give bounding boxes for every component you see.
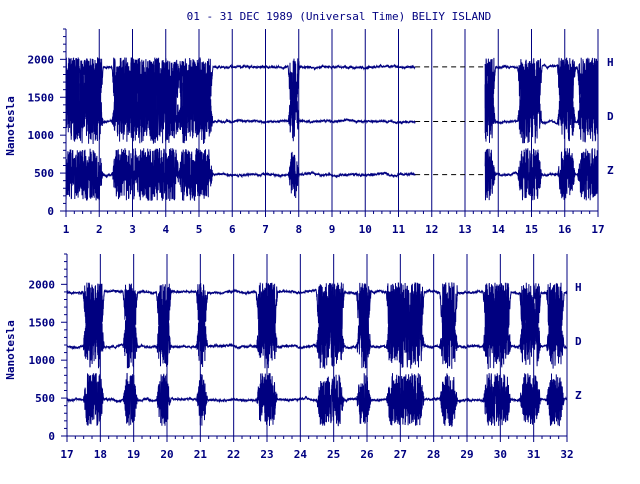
y-tick-label: 500 bbox=[35, 392, 55, 405]
panel-lower: Nanotesla H D Z 0 500 1000 1500 2000 17 18 19 20… bbox=[4, 253, 582, 461]
x-tick-label: 17 bbox=[591, 223, 604, 236]
x-tick-label: 4 bbox=[162, 223, 169, 236]
series-line-d bbox=[65, 75, 599, 145]
series-line-z bbox=[66, 372, 568, 428]
series-label-z: Z bbox=[575, 389, 582, 402]
x-tick-label: 13 bbox=[458, 223, 471, 236]
x-tick-label: 5 bbox=[196, 223, 203, 236]
x-tick-label: 24 bbox=[294, 448, 308, 461]
x-tick-label: 28 bbox=[427, 448, 440, 461]
x-tick-label: 20 bbox=[160, 448, 173, 461]
x-tick-label: 3 bbox=[129, 223, 136, 236]
y-tick-label: 1000 bbox=[29, 354, 56, 367]
x-tick-label: 17 bbox=[60, 448, 73, 461]
x-tick-label: 2 bbox=[96, 223, 103, 236]
y-tick-label: 0 bbox=[47, 205, 54, 218]
y-tick-label: 2000 bbox=[28, 53, 55, 66]
x-tick-label: 18 bbox=[94, 448, 107, 461]
y-tick-label: 0 bbox=[48, 430, 55, 443]
x-tick-label: 6 bbox=[229, 223, 236, 236]
x-tick-label: 14 bbox=[492, 223, 506, 236]
y-axis-label: Nanotesla bbox=[4, 320, 17, 380]
series-label-h: H bbox=[607, 56, 614, 69]
series-line-z bbox=[65, 147, 599, 202]
x-tick-label: 16 bbox=[558, 223, 572, 236]
y-axis-label: Nanotesla bbox=[4, 96, 17, 156]
series-line-h bbox=[66, 282, 568, 361]
x-tick-label: 7 bbox=[262, 223, 269, 236]
x-tick-label: 1 bbox=[63, 223, 70, 236]
x-tick-label: 15 bbox=[525, 223, 538, 236]
x-tick-label: 8 bbox=[295, 223, 302, 236]
x-tick-label: 11 bbox=[392, 223, 406, 236]
x-tick-label: 31 bbox=[527, 448, 541, 461]
x-tick-label: 19 bbox=[127, 448, 140, 461]
series-label-d: D bbox=[607, 110, 614, 123]
y-tick-label: 1500 bbox=[28, 91, 55, 104]
chart-title: 01 - 31 DEC 1989 (Universal Time) BELIY … bbox=[187, 10, 492, 23]
series-label-h: H bbox=[575, 281, 582, 294]
y-tick-label: 500 bbox=[34, 167, 54, 180]
x-tick-label: 27 bbox=[394, 448, 407, 461]
x-tick-label: 10 bbox=[359, 223, 372, 236]
series-line-d bbox=[66, 301, 568, 370]
x-tick-label: 32 bbox=[560, 448, 573, 461]
x-tick-label: 21 bbox=[194, 448, 208, 461]
x-tick-label: 22 bbox=[227, 448, 240, 461]
x-tick-label: 25 bbox=[327, 448, 340, 461]
series-label-d: D bbox=[575, 335, 582, 348]
x-tick-label: 23 bbox=[260, 448, 273, 461]
y-tick-label: 1000 bbox=[28, 129, 55, 142]
x-tick-label: 29 bbox=[460, 448, 473, 461]
x-tick-label: 26 bbox=[360, 448, 374, 461]
y-tick-label: 2000 bbox=[29, 278, 56, 291]
series-label-z: Z bbox=[607, 164, 614, 177]
y-tick-label: 1500 bbox=[29, 316, 56, 329]
x-tick-label: 9 bbox=[329, 223, 336, 236]
x-tick-label: 12 bbox=[425, 223, 438, 236]
x-tick-label: 30 bbox=[494, 448, 507, 461]
